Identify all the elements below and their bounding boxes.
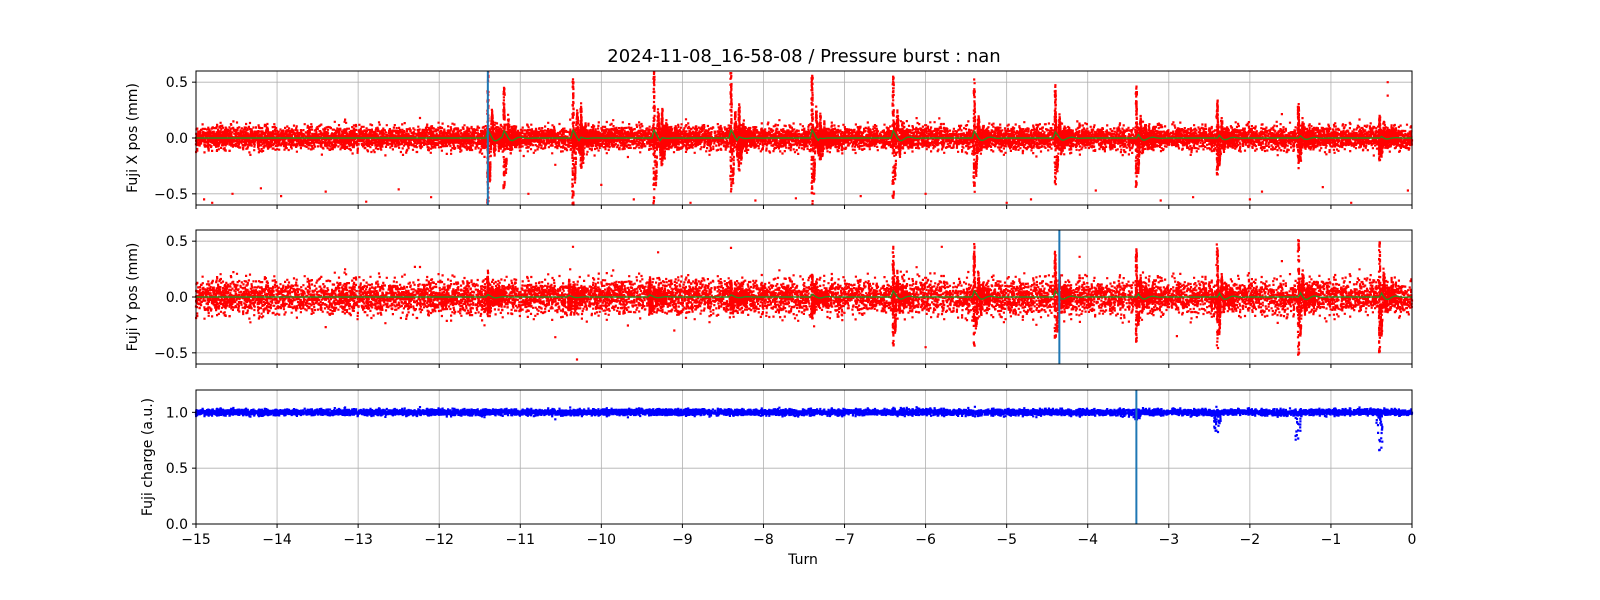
panel-x-y-ticks: −0.5 0.0 0.5 <box>154 75 196 203</box>
panel-x-x-ticks <box>195 205 1413 209</box>
panel-x-y-tick-label: 0.0 <box>166 131 188 147</box>
x-tick-label: −4 <box>1077 532 1098 548</box>
panel-y-points <box>194 239 1414 361</box>
panel-y-trend <box>196 289 1412 301</box>
panel-x-trend <box>196 128 1412 142</box>
panel-y-position: −0.5 0.0 0.5 Fuji Y pos (mm) <box>125 229 1414 368</box>
x-tick-label: −13 <box>343 532 373 548</box>
x-tick-label: −14 <box>262 532 292 548</box>
panel-y-data-points <box>194 239 1414 361</box>
x-tick-label: −10 <box>587 532 617 548</box>
x-tick-label: −9 <box>672 532 693 548</box>
panel-y-y-tick-label: −0.5 <box>154 346 188 362</box>
x-tick-label: −12 <box>424 532 454 548</box>
panel-charge-y-axis-label: Fuji charge (a.u.) <box>140 398 156 516</box>
panel-charge-y-tick-label: 0.5 <box>166 461 188 477</box>
x-tick-label: −3 <box>1158 532 1179 548</box>
panel-x-trend-line <box>196 128 1412 142</box>
panel-charge-frame <box>195 389 1413 525</box>
panel-x-y-tick-label: −0.5 <box>154 187 188 203</box>
panel-y-y-tick-label: 0.0 <box>166 290 188 306</box>
panel-charge-y-tick-label: 0.0 <box>166 517 188 533</box>
x-axis-label: Turn <box>787 552 818 568</box>
x-tick-label: −11 <box>505 532 535 548</box>
panel-charge: 0.00.51.0 −15 −14 −13 −12 −11 −10 −9 −8 −7 −6 −5 −4… <box>140 389 1416 548</box>
panel-y-x-ticks <box>195 364 1413 368</box>
panel-charge-y-tick-label: 1.0 <box>166 405 188 421</box>
panel-charge-x-ticks: −15 −14 −13 −12 −11 −10 −9 −8 −7 −6 −5 −4 −3 −2 −1 0 <box>181 524 1416 548</box>
panel-x-y-axis-label: Fuji X pos (mm) <box>125 83 141 193</box>
x-tick-label: −2 <box>1240 532 1261 548</box>
x-tick-label: −8 <box>753 532 774 548</box>
panel-charge-data-points <box>194 405 1414 452</box>
panel-y-y-ticks: −0.5 0.0 0.5 <box>154 234 196 362</box>
x-tick-label: −6 <box>915 532 936 548</box>
panel-charge-points <box>194 405 1414 452</box>
panel-y-y-axis-label: Fuji Y pos (mm) <box>125 243 141 352</box>
x-tick-label: 0 <box>1408 532 1417 548</box>
x-tick-label: −7 <box>834 532 855 548</box>
panel-charge-y-ticks: 0.0 0.5 1.0 <box>166 405 196 533</box>
x-tick-label: −1 <box>1321 532 1342 548</box>
panel-x-position: −0.5 0.0 0.5 Fuji X pos (mm) <box>125 70 1414 209</box>
figure-title: 2024-11-08_16-58-08 / Pressure burst : n… <box>607 46 1000 67</box>
panel-y-trend-line <box>196 289 1412 301</box>
x-tick-label: −15 <box>181 532 211 548</box>
x-tick-label: −5 <box>996 532 1017 548</box>
panel-y-y-tick-label: 0.5 <box>166 234 188 250</box>
panel-x-y-tick-label: 0.5 <box>166 75 188 91</box>
